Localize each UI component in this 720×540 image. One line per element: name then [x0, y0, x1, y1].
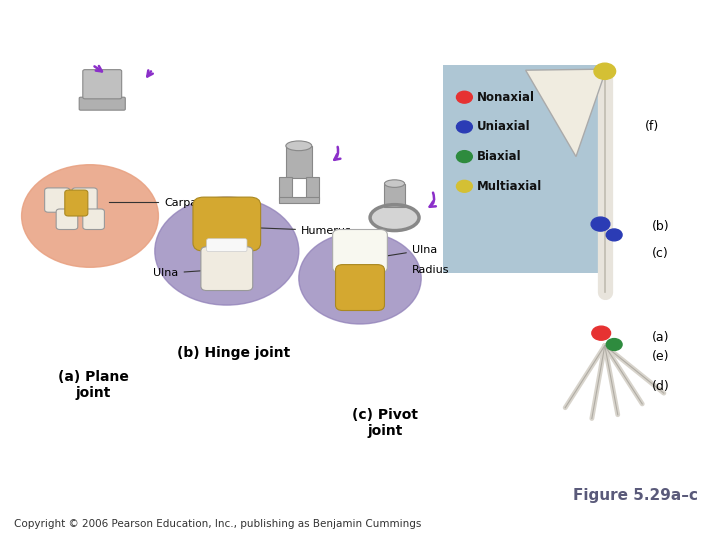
- Text: Nonaxial: Nonaxial: [477, 91, 536, 104]
- Ellipse shape: [384, 180, 405, 187]
- FancyBboxPatch shape: [83, 209, 104, 230]
- Circle shape: [299, 232, 421, 324]
- Text: (a) Plane
joint: (a) Plane joint: [58, 370, 129, 400]
- FancyBboxPatch shape: [45, 188, 70, 212]
- Circle shape: [606, 339, 622, 350]
- Bar: [279, 177, 292, 200]
- Circle shape: [592, 326, 611, 340]
- FancyBboxPatch shape: [336, 265, 384, 310]
- Circle shape: [456, 121, 472, 133]
- Text: Biaxial: Biaxial: [477, 150, 522, 163]
- FancyBboxPatch shape: [65, 190, 88, 216]
- Circle shape: [155, 197, 299, 305]
- Text: (e): (e): [652, 350, 669, 363]
- FancyBboxPatch shape: [72, 188, 97, 212]
- Ellipse shape: [286, 141, 312, 151]
- Bar: [306, 177, 319, 200]
- Circle shape: [591, 217, 610, 231]
- FancyBboxPatch shape: [333, 230, 387, 273]
- Bar: [286, 146, 312, 178]
- Text: (c) Pivot
joint: (c) Pivot joint: [352, 408, 418, 438]
- Bar: [384, 184, 405, 207]
- Text: (b) Hinge joint: (b) Hinge joint: [177, 346, 291, 360]
- FancyBboxPatch shape: [201, 247, 253, 291]
- Bar: [443, 65, 608, 273]
- Text: (c): (c): [652, 247, 668, 260]
- FancyBboxPatch shape: [207, 239, 247, 252]
- Circle shape: [456, 151, 472, 163]
- Text: Carpals: Carpals: [109, 198, 206, 207]
- FancyBboxPatch shape: [56, 209, 78, 230]
- FancyBboxPatch shape: [193, 197, 261, 251]
- Circle shape: [606, 229, 622, 241]
- FancyBboxPatch shape: [83, 70, 122, 99]
- Text: (f): (f): [644, 120, 659, 133]
- Text: Copyright © 2006 Pearson Education, Inc., publishing as Benjamin Cummings: Copyright © 2006 Pearson Education, Inc.…: [14, 519, 422, 529]
- Circle shape: [594, 63, 616, 79]
- Text: Multiaxial: Multiaxial: [477, 180, 543, 193]
- Text: Figure 5.29a–c: Figure 5.29a–c: [573, 488, 698, 503]
- Text: Uniaxial: Uniaxial: [477, 120, 531, 133]
- FancyBboxPatch shape: [79, 97, 125, 110]
- Polygon shape: [526, 69, 606, 157]
- Circle shape: [456, 180, 472, 192]
- Circle shape: [456, 91, 472, 103]
- Text: (b): (b): [652, 220, 669, 233]
- Text: Humerus: Humerus: [261, 226, 351, 235]
- Text: Radius: Radius: [412, 265, 449, 275]
- Text: (d): (d): [652, 380, 670, 393]
- Ellipse shape: [370, 205, 419, 231]
- Text: Ulna: Ulna: [376, 245, 437, 258]
- Bar: [279, 197, 319, 203]
- Text: Ulna: Ulna: [153, 268, 210, 278]
- Text: (a): (a): [652, 331, 669, 344]
- Circle shape: [22, 165, 158, 267]
